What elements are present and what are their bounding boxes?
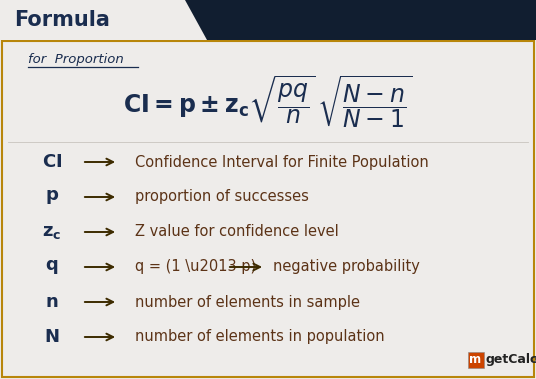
Text: number of elements in population: number of elements in population xyxy=(135,329,385,345)
Text: Formula: Formula xyxy=(14,10,110,30)
Text: q = (1 \u2013 p): q = (1 \u2013 p) xyxy=(135,260,256,274)
Text: .com: .com xyxy=(532,354,536,365)
Text: $\mathbf{CI = p \pm z_c}\sqrt{\dfrac{pq}{n}}\,\sqrt{\dfrac{N-n}{N-1}}$: $\mathbf{CI = p \pm z_c}\sqrt{\dfrac{pq}… xyxy=(123,74,413,131)
Text: proportion of successes: proportion of successes xyxy=(135,190,309,205)
Bar xyxy=(2,41,534,377)
Text: Z value for confidence level: Z value for confidence level xyxy=(135,224,339,240)
Text: $\mathbf{N}$: $\mathbf{N}$ xyxy=(44,328,59,346)
Text: m: m xyxy=(470,353,481,366)
Bar xyxy=(0,0,536,40)
Text: negative probability: negative probability xyxy=(273,260,420,274)
Text: $\mathbf{p}$: $\mathbf{p}$ xyxy=(45,188,59,206)
Text: getCalc: getCalc xyxy=(486,353,536,366)
Text: $\mathbf{CI}$: $\mathbf{CI}$ xyxy=(42,153,62,171)
FancyBboxPatch shape xyxy=(467,351,483,368)
Text: for  Proportion: for Proportion xyxy=(28,53,124,66)
Polygon shape xyxy=(0,0,207,40)
Text: $\mathbf{z_{c}}$: $\mathbf{z_{c}}$ xyxy=(42,223,62,241)
Text: $\mathbf{n}$: $\mathbf{n}$ xyxy=(46,293,58,311)
Text: $\mathbf{q}$: $\mathbf{q}$ xyxy=(46,258,58,276)
Text: number of elements in sample: number of elements in sample xyxy=(135,294,360,310)
Text: Confidence Interval for Finite Population: Confidence Interval for Finite Populatio… xyxy=(135,155,429,169)
